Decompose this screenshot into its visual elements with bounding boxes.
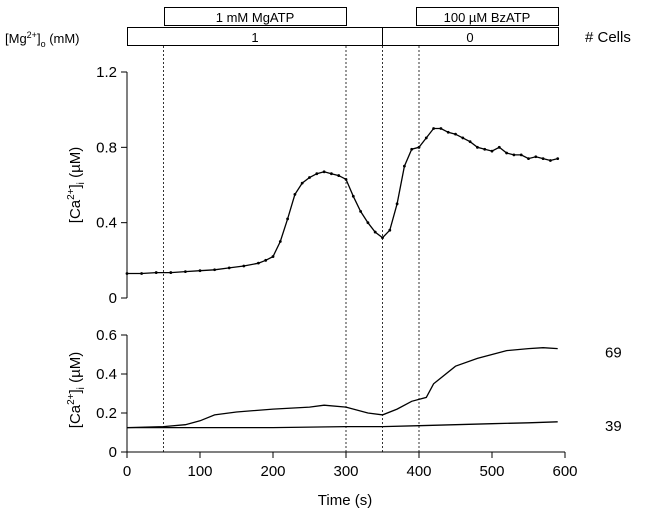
data-point <box>351 194 355 198</box>
data-point <box>490 149 494 153</box>
series-line-1-0 <box>126 347 558 429</box>
data-point <box>417 145 421 149</box>
data-point <box>519 153 523 157</box>
data-point <box>242 264 246 268</box>
y-tick-label: 0.4 <box>96 215 117 232</box>
bzatp-label: 100 µM BzATP <box>444 10 531 25</box>
data-point <box>505 151 508 155</box>
data-point <box>556 157 560 161</box>
data-point <box>468 140 472 144</box>
data-point <box>497 145 501 149</box>
bottom-ylabel: [Ca2+]i (µM) <box>66 352 87 428</box>
data-point <box>410 147 414 151</box>
data-point <box>169 271 173 274</box>
x-axis-label: Time (s) <box>318 492 372 509</box>
data-point <box>461 136 465 140</box>
data-point <box>395 202 399 206</box>
event-lines <box>163 46 420 452</box>
data-point <box>403 164 406 168</box>
x-tick-label: 300 <box>333 463 358 480</box>
bzatp-bar <box>416 7 559 26</box>
top-ylabel: [Ca2+]i (µM) <box>66 147 87 223</box>
mgatp-bar <box>164 7 347 26</box>
cells-header: # Cells <box>585 29 631 46</box>
data-point <box>381 236 384 240</box>
data-point <box>264 258 268 262</box>
data-point <box>541 157 545 161</box>
data-point <box>337 174 341 177</box>
data-point <box>315 172 319 176</box>
data-point <box>213 268 217 272</box>
x-tick-label: 100 <box>187 463 212 480</box>
data-point <box>271 255 275 258</box>
data-point <box>257 261 260 265</box>
data-point <box>483 147 487 151</box>
data-point <box>388 228 392 232</box>
data-point <box>424 136 428 140</box>
data-point <box>454 132 457 136</box>
treatment-header: 1 mM MgATP 100 µM BzATP [Mg2+]o (mM) 1 0… <box>5 7 631 49</box>
data-point <box>366 221 370 225</box>
y-tick-label: 0.6 <box>96 327 117 344</box>
y-tick-label: 0 <box>109 444 117 461</box>
data-point <box>359 209 362 213</box>
y-tick-label: 1.2 <box>96 64 117 81</box>
data-point <box>512 153 516 157</box>
y-tick-label: 0.4 <box>96 366 117 383</box>
data-point <box>125 272 129 275</box>
mg-value-before: 1 <box>251 30 258 45</box>
x-tick-label: 600 <box>552 463 577 480</box>
data-point <box>278 240 282 243</box>
data-point <box>446 130 450 134</box>
series-line-1-1 <box>127 421 558 429</box>
top-panel: [Ca2+]i (µM) 0 0.4 0.8 1.2 <box>66 64 560 307</box>
data-point <box>322 170 326 174</box>
data-point <box>227 266 231 270</box>
x-tick-label: 0 <box>123 463 131 480</box>
y-tick-label: 0.2 <box>96 405 117 422</box>
data-point <box>439 127 443 130</box>
cell-count-label: 39 <box>605 418 622 435</box>
data-point <box>154 271 158 274</box>
y-tick-label: 0.8 <box>96 139 117 156</box>
data-point <box>432 127 435 130</box>
data-point <box>330 172 333 176</box>
data-point <box>534 155 538 159</box>
data-point <box>184 270 187 274</box>
data-point <box>286 217 289 221</box>
data-point <box>344 177 348 181</box>
bottom-panel: [Ca2+]i (µM) Time (s) 0 0.2 0.4 0.6 0 100 200 3… <box>66 327 622 509</box>
y-tick-label: 0 <box>109 290 117 307</box>
data-point <box>140 272 144 275</box>
mgatp-label: 1 mM MgATP <box>216 10 295 25</box>
x-tick-label: 400 <box>406 463 431 480</box>
mg-row-bar <box>127 27 559 46</box>
mg-value-after: 0 <box>466 30 473 45</box>
x-tick-label: 500 <box>479 463 504 480</box>
x-tick-label: 200 <box>260 463 285 480</box>
data-point <box>527 157 530 161</box>
data-point <box>198 269 202 273</box>
cell-count-label: 69 <box>605 345 622 362</box>
data-point <box>373 230 377 234</box>
data-point <box>293 193 297 196</box>
data-point <box>476 145 479 149</box>
data-point <box>308 176 311 179</box>
data-point <box>300 181 304 185</box>
data-point <box>549 159 552 162</box>
mg-row-label: [Mg2+]o (mM) <box>5 30 80 49</box>
